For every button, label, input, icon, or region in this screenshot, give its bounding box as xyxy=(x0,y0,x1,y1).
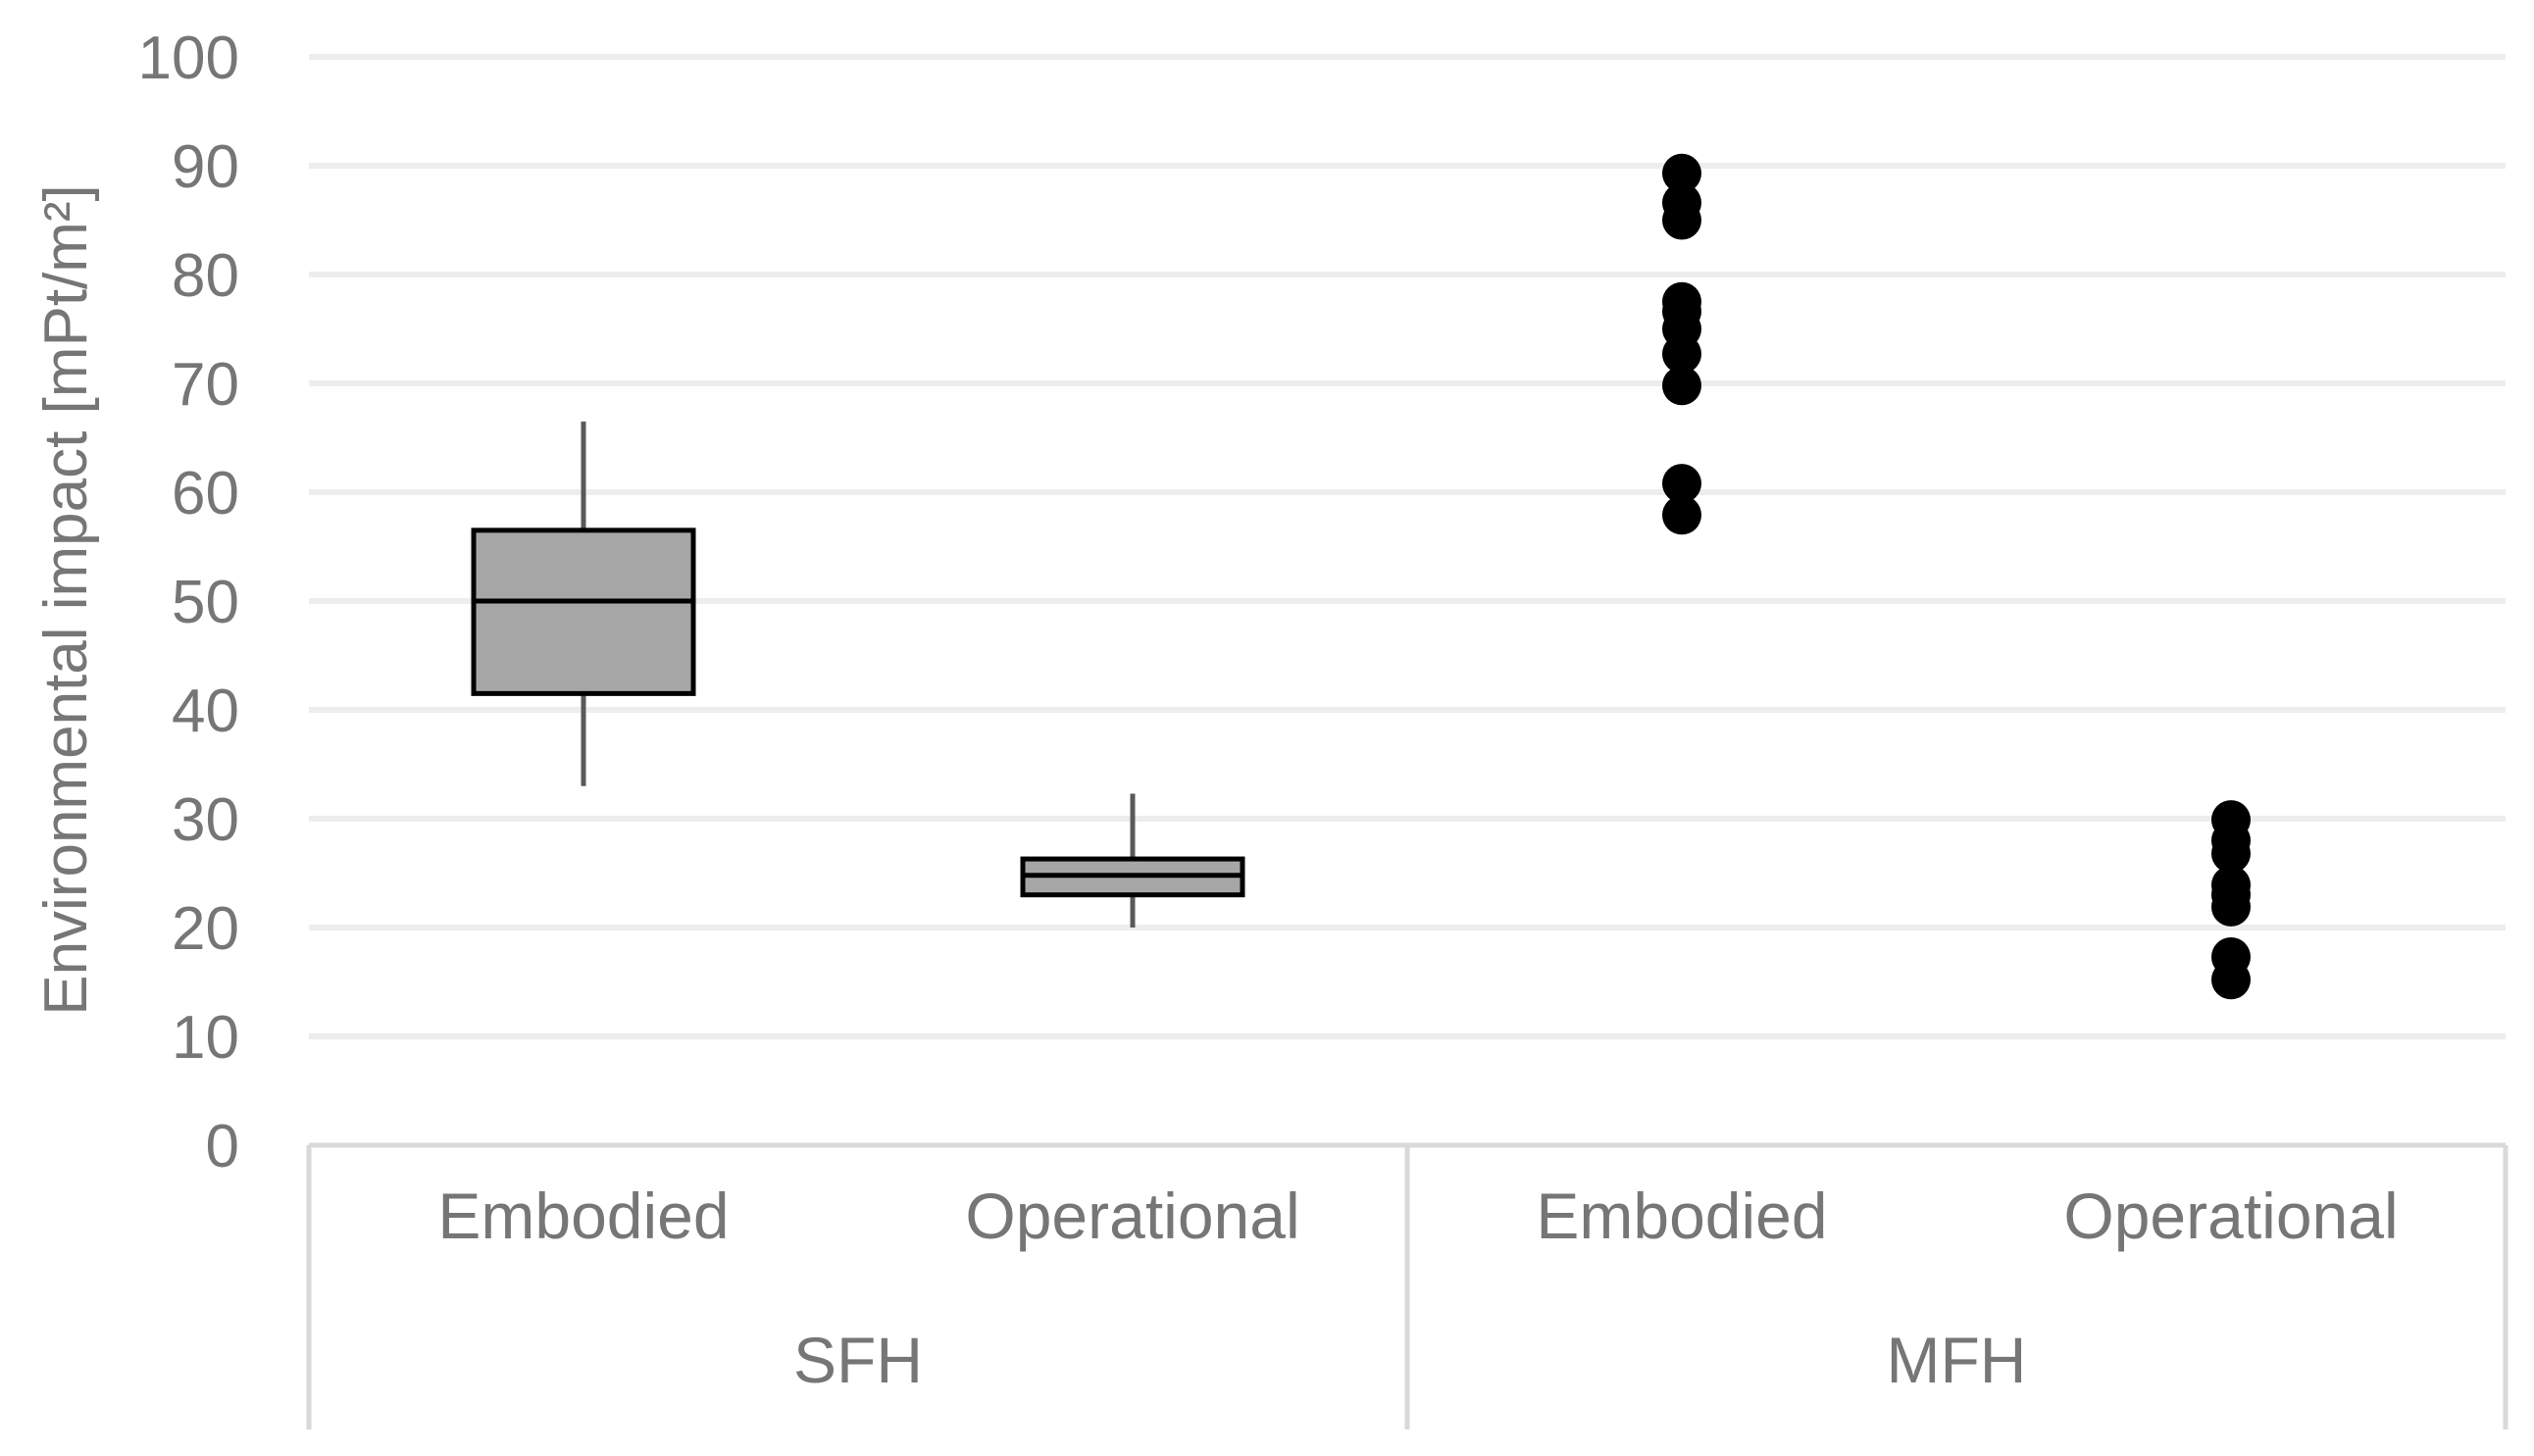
points-mfh-embodied xyxy=(1662,153,1701,535)
data-point xyxy=(1662,334,1701,375)
x-axis-category-labels: Embodied Operational SFH Embodied Operationa… xyxy=(437,1180,2398,1396)
y-tick-label: 70 xyxy=(172,351,239,419)
points-mfh-operational xyxy=(2211,800,2251,1000)
group-label: SFH xyxy=(793,1324,923,1396)
category-label: Operational xyxy=(965,1180,1299,1252)
category-label: Operational xyxy=(2063,1180,2398,1252)
interquartile-box xyxy=(471,527,696,696)
gridlines xyxy=(309,54,2506,1039)
y-tick-label: 60 xyxy=(172,460,239,527)
data-point xyxy=(1662,495,1701,535)
y-tick-label: 80 xyxy=(172,242,239,310)
y-tick-label: 0 xyxy=(206,1113,239,1180)
group-label: MFH xyxy=(1887,1324,2027,1396)
data-point xyxy=(1662,200,1701,240)
data-point xyxy=(2211,960,2251,1000)
y-tick-label: 10 xyxy=(172,1004,239,1072)
y-tick-label: 30 xyxy=(172,786,239,854)
y-axis-title: Environmental impact [mPt/m²] xyxy=(32,184,100,1016)
data-point xyxy=(1662,366,1701,406)
y-tick-label: 100 xyxy=(138,25,239,92)
data-point xyxy=(2211,833,2251,874)
y-tick-label: 50 xyxy=(172,569,239,636)
y-tick-label: 20 xyxy=(172,895,239,963)
box-plot-sfh-operational xyxy=(1020,793,1245,928)
y-tick-label: 90 xyxy=(172,133,239,201)
category-axis-frame xyxy=(306,1142,2509,1430)
data-point xyxy=(1662,153,1701,193)
y-tick-label: 40 xyxy=(172,678,239,745)
chart-marks xyxy=(471,153,2251,1000)
y-axis-tick-labels: 0 10 20 30 40 50 60 70 80 90 100 xyxy=(138,25,239,1180)
box-plot-sfh-embodied xyxy=(471,421,696,786)
category-label: Embodied xyxy=(1536,1180,1827,1252)
data-point xyxy=(2211,886,2251,927)
category-label: Embodied xyxy=(437,1180,729,1252)
data-point xyxy=(1662,464,1701,504)
